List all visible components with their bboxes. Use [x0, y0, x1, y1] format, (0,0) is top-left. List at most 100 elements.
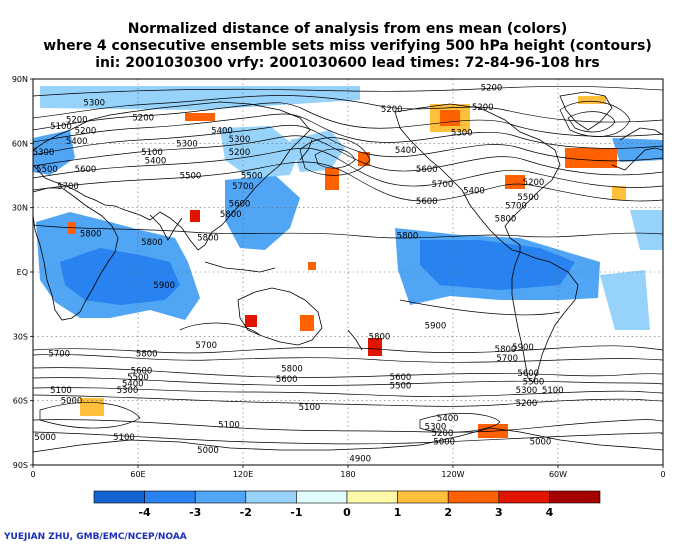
contour-label: 5400 [463, 187, 485, 197]
colorbar-swatch [245, 490, 297, 504]
coastline-south-america [511, 251, 579, 383]
contour-low-pacific [299, 137, 371, 176]
contour-5000-ant [33, 431, 663, 445]
colorbar-swatch [296, 490, 348, 504]
contour-label: 5100 [50, 122, 72, 132]
coastline-australia [237, 287, 323, 346]
contour-label: 5100 [299, 403, 321, 413]
contour-5700-sa [179, 322, 261, 336]
contour-label: 5800 [141, 238, 163, 248]
contour-5100-south [39, 402, 141, 429]
colorbar-label: -2 [240, 506, 252, 519]
contour-label: 5200 [229, 148, 251, 158]
contour-label: 5600 [416, 197, 438, 207]
shade-patch-17 [308, 262, 316, 270]
contour-label: 5700 [195, 341, 217, 351]
lon-tick-label: 0 [660, 470, 665, 479]
contour-label: 5600 [75, 165, 97, 175]
contour-low-pacific-2 [314, 148, 356, 169]
contour-5700-north [33, 161, 663, 202]
contour-label: 5000 [197, 446, 219, 456]
contour-label: 5800 [136, 349, 158, 359]
contour-5100-ant [33, 419, 663, 433]
contour-label: 5200 [481, 84, 503, 94]
contour-label: 5700 [232, 182, 254, 192]
map-title-line-3: ini: 2001030300 vrfy: 2001030600 lead ti… [95, 55, 600, 71]
contour-label: 5000 [530, 437, 552, 447]
contour-label: 5500 [36, 165, 58, 175]
contour-label: 5500 [390, 382, 412, 392]
contour-label: 5200 [132, 114, 154, 124]
shade-patch-16 [612, 186, 626, 200]
contour-label: 5000 [61, 397, 83, 407]
colorbar-label: -3 [189, 506, 201, 519]
shade-patch-11 [245, 315, 257, 327]
contour-label: 5300 [83, 99, 105, 109]
contour-label: 5900 [512, 343, 534, 353]
contour-label: 5600 [276, 375, 298, 385]
shade-patch-9 [190, 210, 200, 222]
colorbar-label: 1 [394, 506, 402, 519]
credit-text: YUEJIAN ZHU, GMB/EMC/NCEP/NOAA [4, 532, 187, 542]
shade-patch-12 [300, 315, 314, 331]
contour-label: 5700 [57, 182, 79, 192]
map-title-line-2: where 4 consecutive ensemble sets miss v… [43, 38, 652, 54]
colorbar-swatch [447, 490, 500, 504]
lat-tick-label: 60N [12, 139, 28, 148]
lon-tick-label: 180 [340, 470, 355, 479]
contour-label: 5600 [517, 369, 539, 379]
lon-tick-label: 120E [233, 470, 253, 479]
colorbar: -4 -3 -2 -1 0 1 2 3 4 [93, 490, 601, 519]
lat-tick-label: 60S [13, 397, 28, 406]
colorbar-swatch [93, 490, 145, 504]
shade-region-south-atlantic [600, 270, 650, 330]
contour-5300-south [33, 394, 663, 407]
contour-label: 5800 [495, 345, 517, 355]
contour-label: 5700 [432, 180, 454, 190]
contour-low-5200 [419, 413, 501, 433]
contour-label: 5600 [390, 373, 412, 383]
contour-label: 5500 [523, 377, 545, 387]
coastline-europe-west [611, 147, 663, 171]
lat-tick-label: 30N [12, 204, 28, 213]
lon-tick-label: 60W [549, 470, 567, 479]
contour-label: 5400 [122, 380, 144, 390]
contour-5800-trop [33, 224, 663, 239]
contour-label: 5900 [153, 281, 175, 291]
contour-label: 5100 [50, 386, 72, 396]
lat-tick-label: 90N [12, 75, 28, 84]
coastline-india [149, 214, 183, 241]
contour-label: 5800 [197, 234, 219, 244]
contour-5600-south [33, 367, 663, 378]
colorbar-label: 4 [546, 506, 554, 519]
contour-label: 5700 [48, 349, 70, 359]
contour-low-atlantic [559, 100, 631, 137]
contour-label: 5500 [517, 193, 539, 203]
contour-label: 5400 [395, 146, 417, 156]
coastline-europe [619, 127, 663, 141]
shade-region-east-america [630, 210, 663, 250]
contour-label: 5000 [34, 433, 56, 443]
shade-patch-7 [358, 152, 370, 166]
shade-region-north-europe [612, 138, 663, 162]
shade-patch-4 [440, 110, 460, 126]
shade-patch-6 [325, 168, 339, 190]
contour-label: 5800 [80, 229, 102, 239]
coastline-north-america [394, 103, 561, 253]
contour-5600-north [33, 147, 663, 188]
contour-label: 5400 [145, 156, 167, 166]
contour-5800-south [33, 345, 663, 354]
contour-label: 5800 [220, 210, 242, 220]
contour-label: 5500 [241, 172, 263, 182]
contour-5900-trop [399, 299, 561, 316]
contour-label: 5300 [117, 386, 139, 396]
contour-label: 5600 [229, 199, 251, 209]
colorbar-swatch [498, 490, 550, 504]
colorbar-swatch [194, 490, 247, 504]
contour-label: 5400 [211, 126, 233, 136]
contour-label: 5200 [472, 103, 494, 113]
contour-label: 5600 [416, 165, 438, 175]
contour-label: 5700 [496, 354, 518, 364]
